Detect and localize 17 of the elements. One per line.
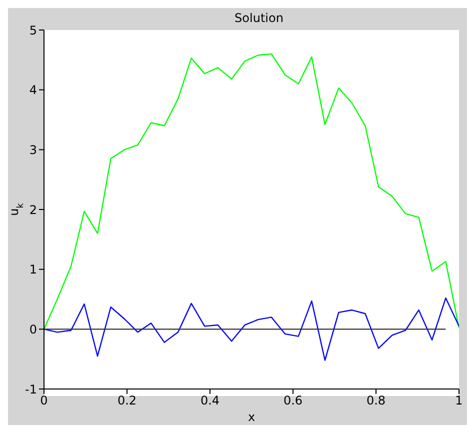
y-tick-label: 0 [29, 322, 37, 336]
x-tick-label: 1 [455, 394, 463, 408]
chart-title: Solution [234, 11, 284, 25]
y-tick-label: 4 [29, 83, 37, 98]
x-tick-label: 0.8 [366, 394, 386, 408]
y-tick-label: 1 [29, 262, 37, 277]
line-series [44, 53, 459, 330]
line-series [44, 297, 459, 361]
x-axis-title: x [248, 410, 256, 424]
y-tick-label: -1 [25, 382, 37, 396]
y-tick-label: 5 [29, 23, 37, 38]
y-tick-label: 2 [29, 202, 37, 217]
x-tick-label: 0.2 [117, 394, 137, 408]
y-tick-label: 3 [29, 142, 37, 157]
x-tick-label: 0 [40, 394, 48, 408]
x-tick-label: 0.6 [283, 394, 303, 408]
x-tick-label: 0.4 [200, 394, 220, 408]
